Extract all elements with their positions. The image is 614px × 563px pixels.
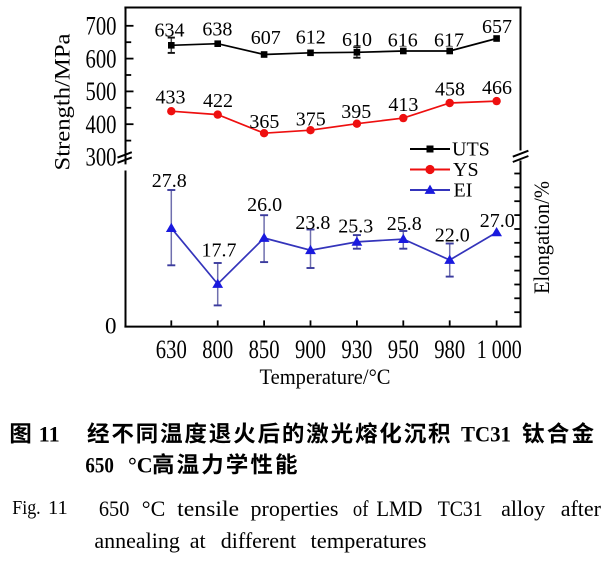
svg-text:1 000: 1 000	[477, 335, 522, 364]
svg-text:26.0: 26.0	[247, 194, 282, 216]
svg-text:22.0: 22.0	[435, 225, 470, 247]
svg-text:850: 850	[249, 335, 280, 364]
svg-text:607: 607	[251, 27, 281, 49]
svg-text:610: 610	[342, 29, 372, 51]
svg-text:500: 500	[86, 77, 117, 106]
svg-text:EI: EI	[454, 180, 473, 202]
svg-text:650: 650	[99, 496, 129, 521]
svg-text:temperatures: temperatures	[311, 528, 427, 553]
svg-text:different: different	[221, 528, 296, 553]
svg-text:25.8: 25.8	[387, 213, 422, 235]
svg-text:395: 395	[341, 101, 371, 123]
svg-text:°C: °C	[142, 496, 165, 521]
svg-text:27.0: 27.0	[480, 210, 515, 232]
svg-text:°C: °C	[128, 452, 153, 477]
svg-text:638: 638	[202, 18, 232, 40]
svg-text:annealing: annealing	[94, 528, 180, 553]
svg-text:980: 980	[434, 335, 465, 364]
svg-text:23.8: 23.8	[295, 212, 330, 234]
svg-text:375: 375	[296, 109, 326, 131]
svg-text:365: 365	[249, 111, 279, 133]
svg-text:0: 0	[105, 314, 117, 339]
svg-text:600: 600	[86, 44, 117, 73]
svg-text:433: 433	[156, 86, 186, 108]
svg-text:616: 616	[388, 30, 418, 52]
svg-text:617: 617	[434, 30, 464, 52]
svg-text:612: 612	[296, 27, 326, 49]
svg-text:Elongation/%: Elongation/%	[529, 181, 554, 294]
svg-text:YS: YS	[453, 159, 479, 181]
svg-text:Temperature/°C: Temperature/°C	[260, 364, 391, 389]
svg-text:413: 413	[388, 94, 418, 116]
svg-text:LMD: LMD	[376, 496, 422, 521]
svg-text:at: at	[190, 528, 206, 553]
svg-text:TC31: TC31	[461, 422, 511, 447]
svg-text:400: 400	[86, 110, 117, 139]
svg-text:27.8: 27.8	[152, 170, 187, 192]
svg-text:properties: properties	[251, 496, 339, 521]
svg-text:tensile: tensile	[177, 496, 239, 521]
svg-text:466: 466	[482, 77, 512, 99]
svg-text:after: after	[561, 496, 602, 521]
svg-text:634: 634	[155, 20, 185, 42]
svg-text:TC31: TC31	[438, 496, 483, 521]
svg-text:11: 11	[48, 497, 68, 519]
svg-text:Fig.: Fig.	[12, 497, 41, 519]
svg-text:800: 800	[202, 335, 233, 364]
svg-text:11: 11	[39, 422, 60, 447]
svg-text:alloy: alloy	[501, 496, 545, 521]
svg-text:UTS: UTS	[452, 139, 490, 161]
svg-text:630: 630	[156, 335, 187, 364]
svg-text:458: 458	[435, 78, 465, 100]
svg-text:17.7: 17.7	[202, 240, 237, 262]
svg-text:of: of	[353, 496, 369, 521]
svg-text:900: 900	[295, 335, 326, 364]
svg-text:930: 930	[341, 335, 372, 364]
svg-text:422: 422	[203, 90, 233, 112]
svg-text:650: 650	[85, 452, 114, 477]
svg-text:950: 950	[388, 335, 419, 364]
svg-text:25.3: 25.3	[338, 215, 373, 237]
svg-text:700: 700	[86, 12, 117, 41]
svg-text:300: 300	[86, 143, 117, 172]
svg-text:657: 657	[482, 16, 512, 38]
svg-text:Strength/MPa: Strength/MPa	[50, 33, 75, 170]
